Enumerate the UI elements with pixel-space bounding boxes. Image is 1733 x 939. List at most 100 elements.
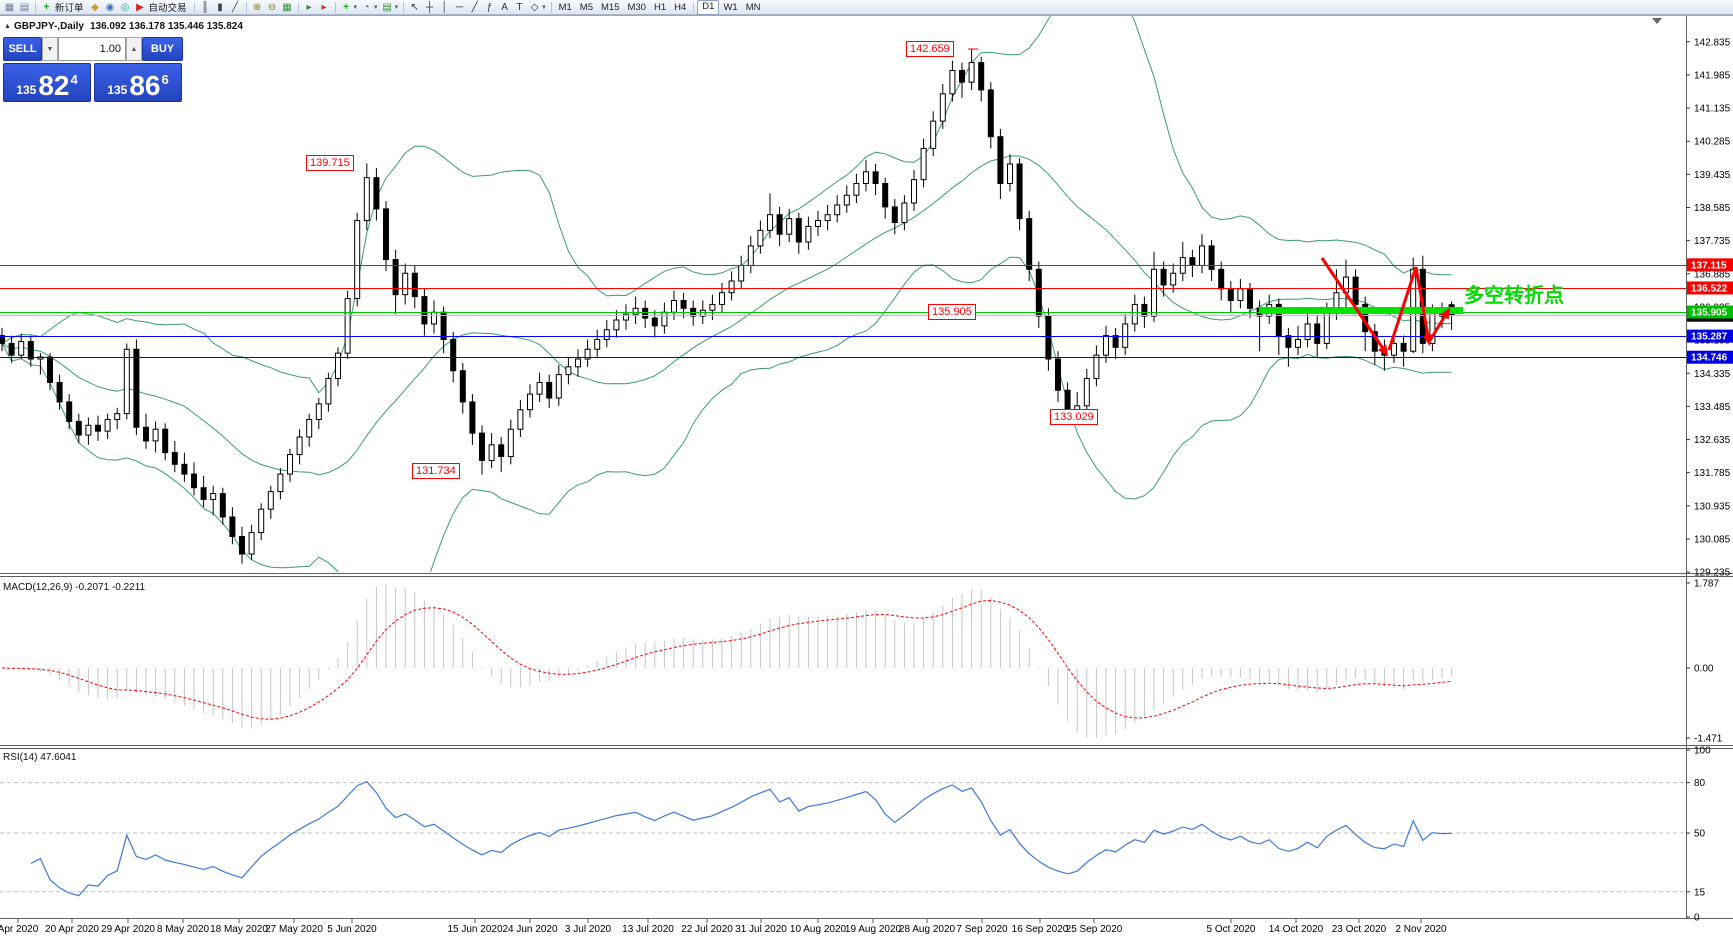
date-axis-label: 5 Oct 2020: [1207, 924, 1256, 935]
date-axis-label: 13 Jul 2020: [622, 924, 674, 935]
toolbar-separator: [334, 1, 336, 13]
sell-price-main: 82: [38, 70, 70, 101]
candle-up: [1295, 339, 1301, 348]
fibonacci-icon[interactable]: ƒ: [486, 1, 493, 13]
volume-down-button[interactable]: ▼: [42, 37, 58, 61]
candle-up: [747, 245, 754, 266]
chinese-note-annotation[interactable]: 多空转折点: [1464, 285, 1564, 307]
sell-price-button[interactable]: 135 82 4: [3, 63, 91, 102]
zigzag-arrowhead[interactable]: [1440, 307, 1451, 320]
vertical-line-icon[interactable]: │: [441, 1, 448, 13]
timeframe-button-M30[interactable]: M30: [627, 1, 646, 13]
candle-up: [613, 319, 620, 331]
candle-up: [757, 229, 764, 247]
timeframe-button-M1[interactable]: M1: [558, 1, 572, 13]
candle-up: [728, 280, 735, 294]
zigzag-arrow-line[interactable]: [1387, 266, 1418, 351]
bar-chart-icon[interactable]: ║: [201, 1, 209, 13]
styler-icon[interactable]: ◆: [91, 1, 99, 13]
candle-down: [66, 401, 73, 422]
templates-icon[interactable]: ▤: [382, 1, 392, 13]
zigzag-arrow-line[interactable]: [1320, 257, 1388, 354]
price-annotation-133029[interactable]: 133.029: [1050, 409, 1098, 425]
auto-scroll-icon[interactable]: ▸: [306, 1, 312, 13]
crosshair-icon[interactable]: ┼: [426, 1, 434, 13]
buy-price-button[interactable]: 135 86 6: [94, 63, 182, 102]
new-order-label[interactable]: 新订单: [55, 3, 84, 14]
chart-shift-marker-icon[interactable]: [1652, 18, 1662, 24]
candle-down: [1055, 358, 1061, 391]
date-axis-label: 8 May 2020: [157, 924, 210, 935]
price-annotation-135905[interactable]: 135.905: [928, 304, 976, 320]
candle-down: [872, 171, 879, 185]
periods-icon[interactable]: ◔: [363, 1, 370, 13]
price-annotation-142659[interactable]: 142.659: [906, 41, 954, 57]
candle-up: [815, 220, 821, 227]
signals-icon[interactable]: ◎: [120, 1, 130, 13]
profiles-icon[interactable]: ◉: [105, 1, 115, 13]
timeframe-button-M15[interactable]: M15: [601, 1, 620, 13]
price-badge-text: 135.287: [1691, 332, 1728, 343]
timeframe-button-D1[interactable]: D1: [697, 0, 720, 15]
volume-up-button[interactable]: ▲: [126, 37, 142, 61]
dropdown-arrow-icon[interactable]: ▾: [394, 4, 399, 11]
chart-window-icon[interactable]: ▦: [4, 1, 15, 13]
volume-input[interactable]: 1.00: [58, 37, 126, 61]
dropdown-arrow-icon[interactable]: ▾: [353, 4, 358, 11]
price-axis-label: 131.785: [1694, 468, 1731, 479]
text-label-icon[interactable]: T: [516, 1, 523, 13]
cursor-icon[interactable]: ↖: [410, 1, 419, 13]
zoom-in-icon[interactable]: ⊕: [252, 1, 262, 13]
price-badge-text: 137.115: [1691, 260, 1727, 271]
price-axis-label: 137.735: [1694, 236, 1731, 247]
chart-shift-icon[interactable]: ▸: [321, 1, 327, 13]
trendline-icon[interactable]: ╱: [471, 1, 478, 13]
candle-down: [143, 426, 149, 442]
new-order-icon[interactable]: +: [43, 1, 50, 13]
toolbar-separator: [403, 1, 405, 13]
price-annotation-139715[interactable]: 139.715: [306, 155, 354, 171]
candle-up: [565, 366, 572, 376]
candle-down: [1275, 303, 1282, 337]
dropdown-arrow-icon[interactable]: ▾: [542, 4, 546, 11]
candle-down: [1016, 163, 1023, 220]
window-preview-icon[interactable]: ▤: [19, 1, 30, 13]
candle-up: [843, 194, 850, 206]
candle-up: [853, 183, 860, 196]
rsi-axis-label: 15: [1694, 887, 1706, 898]
price-annotation-131734[interactable]: 131.734: [412, 463, 460, 479]
candle-down: [133, 348, 140, 428]
candle-down: [469, 401, 476, 434]
candle-down: [1160, 268, 1167, 286]
buy-price-main: 86: [129, 70, 161, 101]
sell-button[interactable]: SELL: [3, 37, 42, 61]
candle-down: [56, 381, 63, 403]
candlestick-chart-icon[interactable]: ▮: [217, 1, 223, 13]
buy-button[interactable]: BUY: [142, 37, 183, 61]
timeframe-button-W1[interactable]: W1: [723, 1, 738, 13]
timeframe-button-MN[interactable]: MN: [745, 1, 761, 13]
autotrading-icon[interactable]: ▶: [136, 1, 144, 13]
indicators-icon[interactable]: +: [343, 1, 349, 13]
collapse-marker-icon: ▲: [4, 23, 11, 30]
text-icon[interactable]: A: [501, 1, 508, 13]
line-chart-icon[interactable]: ╱: [232, 1, 239, 13]
candle-up: [1131, 303, 1138, 325]
autotrading-label[interactable]: 自动交易: [148, 3, 187, 14]
horizontal-line-icon[interactable]: ─: [456, 1, 464, 13]
zigzag-arrow-line[interactable]: [1414, 266, 1431, 343]
timeframe-button-H1[interactable]: H1: [653, 1, 667, 13]
timeframe-button-M5[interactable]: M5: [579, 1, 593, 13]
green-zone-bar[interactable]: [1259, 307, 1463, 314]
tile-windows-icon[interactable]: ▦: [282, 1, 292, 13]
candle-up: [536, 381, 543, 395]
date-axis-label: 22 Jul 2020: [681, 924, 733, 935]
candle-down: [1189, 257, 1196, 266]
timeframe-button-H4[interactable]: H4: [674, 1, 687, 13]
zigzag-arrowhead[interactable]: [1377, 344, 1389, 357]
price-axis-label: 141.135: [1694, 104, 1731, 115]
dropdown-arrow-icon[interactable]: ▾: [374, 4, 378, 11]
zoom-out-icon[interactable]: ⊖: [267, 1, 277, 13]
arrows-icon[interactable]: ◇: [530, 1, 539, 13]
candle-down: [421, 296, 428, 325]
